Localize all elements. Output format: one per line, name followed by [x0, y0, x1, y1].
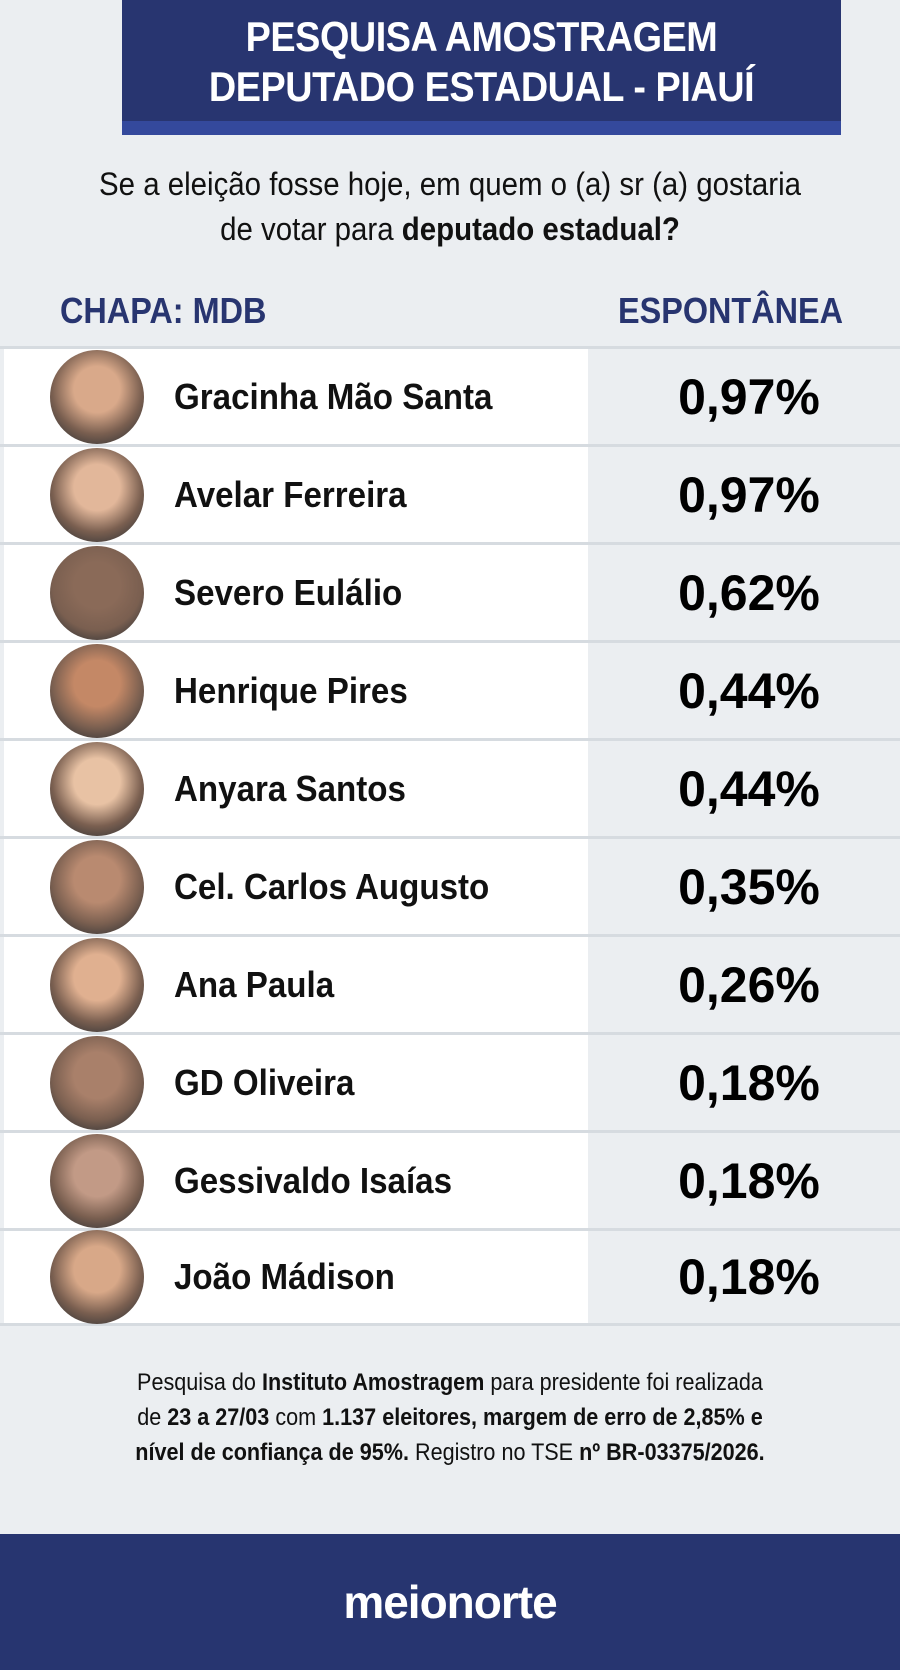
title-banner: PESQUISA AMOSTRAGEM DEPUTADO ESTADUAL - …: [122, 0, 841, 135]
candidate-row: Anyara Santos 0,44%: [0, 738, 900, 836]
survey-question: Se a eleição fosse hoje, em quem o (a) s…: [91, 162, 809, 252]
meionorte-logo: meionorte: [343, 1576, 557, 1628]
candidate-name: Gessivaldo Isaías: [174, 1159, 453, 1201]
candidate-photo: [50, 447, 144, 542]
candidate-percentage: 0,18%: [678, 1152, 820, 1209]
column-header-spontaneous: ESPONTÂNEA: [618, 290, 844, 331]
candidate-percentage: 0,44%: [678, 662, 820, 719]
candidate-name: Gracinha Mão Santa: [174, 375, 493, 417]
candidate-percentage: 0,18%: [678, 1249, 820, 1305]
candidate-name: João Mádison: [174, 1256, 395, 1297]
candidate-row: Gracinha Mão Santa 0,97%: [0, 346, 900, 444]
candidate-row: Cel. Carlos Augusto 0,35%: [0, 836, 900, 934]
candidate-photo: [50, 937, 144, 1032]
candidate-percentage: 0,35%: [678, 858, 820, 915]
candidate-row: João Mádison 0,18%: [0, 1228, 900, 1326]
candidate-name: Ana Paula: [174, 963, 335, 1005]
candidate-percentage: 0,62%: [678, 564, 820, 621]
candidate-row: GD Oliveira 0,18%: [0, 1032, 900, 1130]
candidate-name: Anyara Santos: [174, 767, 406, 809]
candidate-name: GD Oliveira: [174, 1061, 355, 1103]
candidate-photo: [50, 1230, 144, 1324]
candidate-row: Henrique Pires 0,44%: [0, 640, 900, 738]
candidate-cell: Ana Paula: [4, 937, 588, 1032]
tse-registration: nº BR-03375/2026.: [579, 1439, 765, 1466]
candidate-photo: [50, 349, 144, 444]
question-bold: deputado estadual?: [401, 211, 680, 247]
note-text: Registro no TSE: [409, 1439, 580, 1466]
candidate-cell: Henrique Pires: [4, 643, 588, 738]
candidate-percentage: 0,18%: [678, 1054, 820, 1111]
institute-name: Instituto Amostragem: [261, 1369, 485, 1396]
candidate-cell: Avelar Ferreira: [4, 447, 588, 542]
candidate-photo: [50, 839, 144, 934]
candidate-percentage: 0,26%: [678, 956, 820, 1013]
candidate-percentage: 0,44%: [678, 760, 820, 817]
note-text: com: [269, 1404, 323, 1431]
candidate-percentage: 0,97%: [678, 368, 820, 425]
candidate-cell: Cel. Carlos Augusto: [4, 839, 588, 934]
footer-band: meionorte: [0, 1534, 900, 1670]
candidate-row: Avelar Ferreira 0,97%: [0, 444, 900, 542]
candidate-cell: João Mádison: [4, 1230, 588, 1324]
question-text: Se a eleição fosse hoje, em quem o (a) s…: [99, 166, 801, 247]
candidate-percentage: 0,97%: [678, 466, 820, 523]
survey-dates: 23 a 27/03: [167, 1404, 270, 1431]
methodology-note: Pesquisa do Instituto Amostragem para pr…: [135, 1365, 765, 1470]
candidate-photo: [50, 741, 144, 836]
candidate-photo: [50, 1133, 144, 1228]
candidate-photo: [50, 545, 144, 640]
title-line-1: PESQUISA AMOSTRAGEM: [245, 13, 718, 60]
candidate-name: Henrique Pires: [174, 669, 408, 711]
sample-and-margin: 1.137 eleitores, margem de erro de 2,85%…: [135, 1404, 763, 1466]
candidate-cell: Gracinha Mão Santa: [4, 349, 588, 444]
title-line-2: DEPUTADO ESTADUAL - PIAUÍ: [208, 63, 755, 110]
note-text: para presidente foi realizada de: [137, 1369, 763, 1431]
party-header: CHAPA: MDB: [60, 290, 267, 331]
note-text: Pesquisa do: [137, 1369, 262, 1396]
candidate-name: Avelar Ferreira: [174, 473, 407, 515]
candidate-name: Severo Eulálio: [174, 571, 403, 613]
candidate-cell: Anyara Santos: [4, 741, 588, 836]
candidate-cell: Severo Eulálio: [4, 545, 588, 640]
candidate-cell: Gessivaldo Isaías: [4, 1133, 588, 1228]
candidate-row: Ana Paula 0,26%: [0, 934, 900, 1032]
candidate-cell: GD Oliveira: [4, 1035, 588, 1130]
candidate-row: Gessivaldo Isaías 0,18%: [0, 1130, 900, 1228]
candidate-photo: [50, 643, 144, 738]
candidate-name: Cel. Carlos Augusto: [174, 865, 490, 907]
candidate-table: Gracinha Mão Santa 0,97% Avelar Ferreira 0,…: [0, 346, 900, 1326]
candidate-photo: [50, 1035, 144, 1130]
candidate-row: Severo Eulálio 0,62%: [0, 542, 900, 640]
